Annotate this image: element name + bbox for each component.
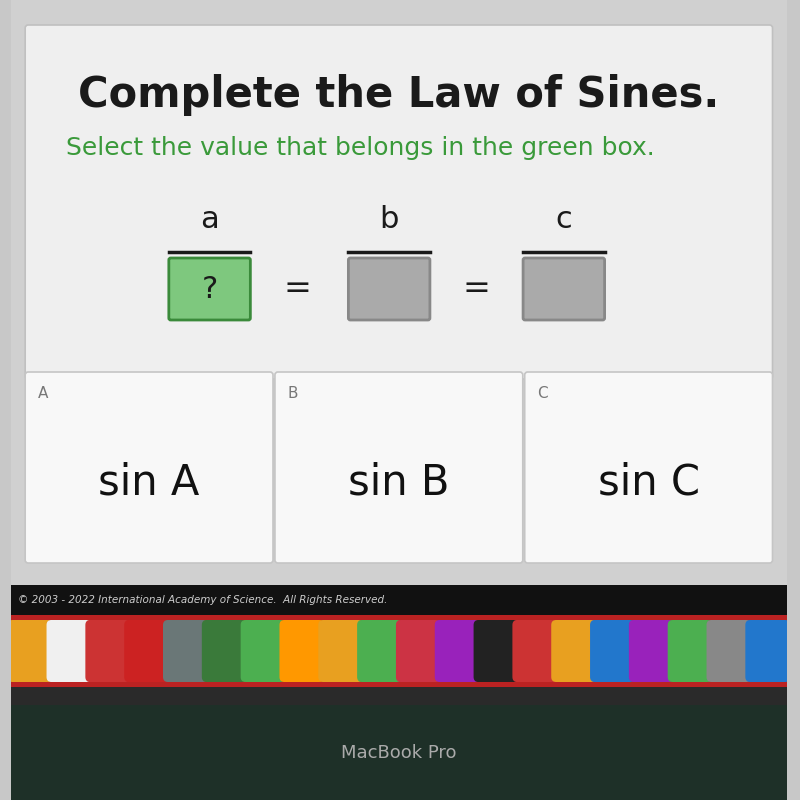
Text: C: C: [538, 386, 548, 401]
FancyBboxPatch shape: [348, 258, 430, 320]
Text: =: =: [283, 273, 311, 306]
Text: A: A: [38, 386, 48, 401]
FancyBboxPatch shape: [629, 620, 674, 682]
FancyBboxPatch shape: [279, 620, 324, 682]
FancyBboxPatch shape: [275, 372, 522, 563]
Bar: [10, 585, 787, 615]
Bar: [10, 615, 787, 687]
Text: © 2003 - 2022 International Academy of Science.  All Rights Reserved.: © 2003 - 2022 International Academy of S…: [18, 595, 388, 605]
Text: =: =: [462, 273, 490, 306]
FancyBboxPatch shape: [86, 620, 130, 682]
Text: c: c: [555, 206, 572, 234]
Text: b: b: [379, 206, 399, 234]
Text: B: B: [287, 386, 298, 401]
Text: Complete the Law of Sines.: Complete the Law of Sines.: [78, 74, 719, 116]
Text: sin C: sin C: [598, 462, 700, 503]
FancyBboxPatch shape: [241, 620, 286, 682]
FancyBboxPatch shape: [25, 25, 773, 379]
FancyBboxPatch shape: [525, 372, 773, 563]
FancyBboxPatch shape: [202, 620, 246, 682]
FancyBboxPatch shape: [590, 620, 634, 682]
FancyBboxPatch shape: [551, 620, 596, 682]
Text: MacBook Pro: MacBook Pro: [341, 743, 457, 762]
Text: sin A: sin A: [98, 462, 200, 503]
FancyBboxPatch shape: [357, 620, 402, 682]
FancyBboxPatch shape: [474, 620, 518, 682]
FancyBboxPatch shape: [668, 620, 712, 682]
FancyBboxPatch shape: [746, 620, 790, 682]
Bar: [10, 687, 787, 705]
Text: ?: ?: [202, 274, 218, 303]
Text: Select the value that belongs in the green box.: Select the value that belongs in the gre…: [66, 136, 654, 160]
FancyBboxPatch shape: [8, 620, 52, 682]
Text: a: a: [200, 206, 219, 234]
FancyBboxPatch shape: [523, 258, 605, 320]
FancyBboxPatch shape: [396, 620, 441, 682]
FancyBboxPatch shape: [46, 620, 91, 682]
FancyBboxPatch shape: [513, 620, 557, 682]
FancyBboxPatch shape: [434, 620, 479, 682]
FancyBboxPatch shape: [706, 620, 751, 682]
Bar: [10, 705, 787, 800]
Text: sin B: sin B: [348, 462, 450, 503]
FancyBboxPatch shape: [124, 620, 169, 682]
FancyBboxPatch shape: [169, 258, 250, 320]
FancyBboxPatch shape: [318, 620, 363, 682]
FancyBboxPatch shape: [163, 620, 208, 682]
FancyBboxPatch shape: [25, 372, 273, 563]
